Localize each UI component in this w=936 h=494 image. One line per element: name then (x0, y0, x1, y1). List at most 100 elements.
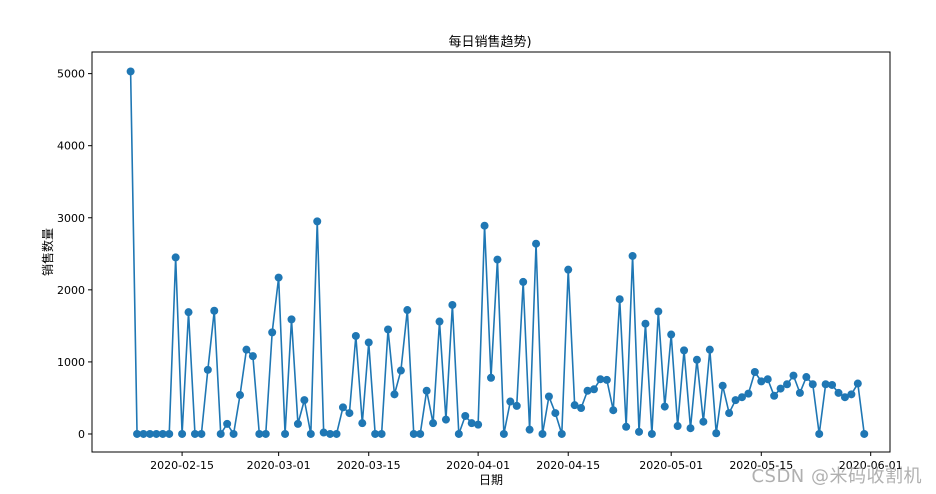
data-point (403, 306, 412, 315)
x-tick-label: 2020-05-01 (639, 459, 703, 472)
data-point (229, 429, 238, 438)
data-point (409, 429, 418, 438)
data-point (126, 67, 135, 76)
data-point (242, 345, 251, 354)
data-point (525, 425, 534, 434)
data-point (441, 415, 450, 424)
data-point (300, 396, 309, 405)
data-point (705, 345, 714, 354)
data-point (139, 429, 148, 438)
data-point (216, 429, 225, 438)
data-point (416, 429, 425, 438)
data-point (647, 429, 656, 438)
data-point (351, 331, 360, 340)
data-point (281, 429, 290, 438)
data-point (248, 352, 257, 361)
data-point (750, 368, 759, 376)
data-point (274, 273, 283, 282)
data-point (744, 389, 753, 398)
plot-frame (91, 51, 891, 453)
data-point (686, 424, 695, 433)
data-point (364, 338, 373, 347)
data-point (783, 380, 792, 389)
data-point (795, 388, 804, 397)
y-tick-label: 0 (78, 428, 85, 441)
data-point (654, 307, 663, 316)
y-tick-label: 5000 (57, 68, 85, 81)
data-point (821, 380, 830, 389)
data-point (699, 417, 708, 426)
x-tick-label: 2020-05-15 (729, 459, 793, 472)
x-tick-label: 2020-04-15 (536, 459, 600, 472)
series-line-group (126, 67, 869, 438)
data-point (133, 429, 142, 438)
data-point (570, 401, 579, 410)
data-point (557, 429, 566, 438)
data-point (860, 429, 869, 438)
data-point (725, 409, 734, 418)
data-point (828, 380, 837, 389)
data-point (287, 315, 296, 324)
data-point (692, 355, 701, 364)
data-point (853, 379, 862, 388)
data-point (583, 386, 592, 395)
data-point (429, 419, 438, 428)
y-axis: 0 1000 2000 3000 4000 5000 (57, 68, 92, 441)
y-tick-label: 3000 (57, 212, 85, 225)
data-point (770, 391, 779, 400)
x-axis: 2020-02-15 2020-03-01 2020-03-15 2020-04-01… (150, 452, 903, 472)
y-tick-label: 2000 (57, 284, 85, 297)
watermark: CSDN @米码收割机 (751, 466, 922, 487)
data-point (596, 375, 605, 384)
data-point (461, 411, 470, 420)
data-point (840, 393, 849, 402)
data-point (834, 388, 843, 397)
data-point (203, 365, 212, 374)
y-tick-label: 1000 (57, 356, 85, 369)
data-point (178, 429, 187, 438)
data-point (261, 429, 270, 438)
data-point (197, 429, 206, 438)
data-point (499, 429, 508, 438)
data-point (660, 402, 669, 411)
data-point (332, 429, 341, 438)
data-point (319, 428, 328, 437)
data-point (673, 422, 682, 431)
x-tick-label: 2020-06-01 (839, 459, 903, 472)
data-point (789, 371, 798, 380)
data-point (210, 306, 219, 315)
data-point (390, 390, 399, 399)
data-point (635, 427, 644, 436)
data-point (326, 429, 335, 438)
data-point (615, 295, 624, 304)
data-point (467, 419, 476, 428)
data-point (358, 419, 367, 428)
data-point (422, 386, 431, 395)
data-point (737, 393, 746, 402)
data-point (435, 317, 444, 326)
data-point (847, 390, 856, 399)
x-tick-label: 2020-03-15 (337, 459, 401, 472)
data-point (345, 409, 354, 418)
data-point (802, 373, 811, 382)
data-point (293, 419, 302, 428)
data-point (268, 328, 277, 337)
data-point (184, 308, 193, 317)
x-axis-label: 日期 (479, 473, 503, 487)
chart-title: 每日销售趋势) (448, 34, 531, 50)
data-point (718, 381, 727, 390)
data-point (236, 391, 245, 400)
data-point (577, 404, 586, 413)
data-point (512, 401, 521, 410)
data-point (602, 375, 611, 384)
data-point (815, 429, 824, 438)
data-point (680, 346, 689, 355)
data-point (377, 429, 386, 438)
data-point (313, 217, 322, 226)
data-point (487, 373, 495, 382)
data-point (589, 385, 598, 394)
data-point (338, 403, 347, 412)
data-point (448, 300, 457, 309)
